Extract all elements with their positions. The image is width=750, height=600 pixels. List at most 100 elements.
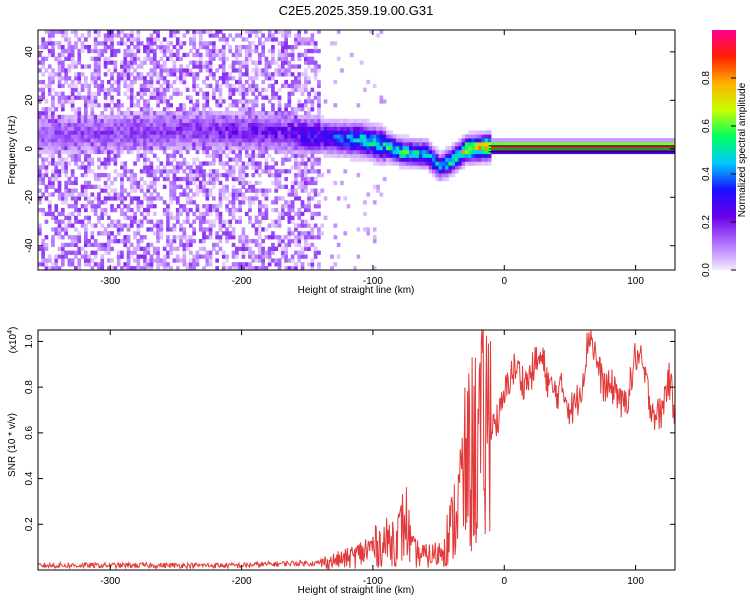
spectrogram-cell: [169, 161, 173, 166]
spectrogram-cell: [61, 60, 65, 65]
spectrogram-cell: [379, 153, 384, 158]
spectrogram-cell: [67, 192, 72, 197]
spectrogram-cell: [195, 76, 200, 81]
spectrogram-cell: [126, 266, 131, 271]
spectrogram-cell: [80, 134, 85, 139]
spectrogram-cell: [307, 223, 311, 228]
spectrogram-cell: [84, 99, 88, 104]
spectrogram-cell: [221, 48, 226, 54]
spectrogram-cell: [64, 196, 68, 201]
spectrogram-cell: [41, 165, 45, 170]
spectrogram-cell: [136, 258, 141, 263]
spectrogram-cell: [84, 64, 88, 69]
spectrogram-cell: [313, 157, 318, 162]
spectrogram-cell: [304, 219, 308, 224]
spectrogram-cell: [300, 223, 305, 228]
spectrogram-cell: [162, 126, 167, 131]
spectrogram-cell: [192, 262, 196, 267]
spectrogram-cell: [300, 262, 305, 267]
spectrogram-cell: [126, 130, 131, 135]
spectrogram-cell: [277, 138, 282, 143]
spectrogram-cell: [524, 138, 528, 143]
spectrogram-cell: [44, 107, 49, 112]
spectrogram-cell: [294, 41, 298, 46]
spectrogram-cell: [74, 45, 78, 50]
spectrogram-cell: [264, 72, 269, 77]
spectrogram-cell: [47, 266, 52, 271]
spectrogram-cell: [231, 111, 236, 116]
spectrogram-cell: [264, 111, 269, 116]
spectrogram-cell: [487, 157, 492, 162]
spectrogram-cell: [120, 196, 124, 201]
spectrogram-cell: [93, 262, 98, 267]
spectrogram-cell: [185, 161, 190, 166]
spectrogram-cell: [123, 48, 128, 54]
spectrogram-cell: [356, 153, 361, 158]
spectrogram-cell: [126, 145, 131, 151]
spectrogram-cell: [47, 72, 52, 77]
spectrogram-cell: [267, 188, 272, 193]
spectrogram-cell: [41, 60, 45, 65]
spectrogram-cell: [129, 64, 134, 69]
spectrogram-cell: [189, 235, 193, 240]
spectrogram-cell: [346, 204, 351, 209]
spectrogram-cell: [592, 138, 597, 143]
spectrogram-cell: [386, 134, 390, 139]
spectrogram-cell: [310, 180, 315, 186]
spectrogram-cell: [120, 180, 124, 186]
spectrogram-cell: [415, 161, 420, 166]
spectrogram-cell: [238, 142, 242, 147]
spectrogram-cell: [284, 130, 288, 135]
spectrogram-cell: [484, 130, 489, 135]
spectrogram-cell: [376, 142, 380, 147]
spectrogram-cell: [212, 52, 216, 58]
spectrogram-cell: [67, 95, 72, 100]
spectrogram-cell: [313, 176, 318, 182]
spectrogram-cell: [149, 37, 154, 42]
spectrogram-cell: [107, 126, 111, 131]
spectrogram-cell: [44, 83, 49, 89]
spectrogram-cell: [271, 52, 275, 58]
spectrogram-cell: [274, 184, 279, 189]
spectrogram-cell: [251, 111, 256, 116]
spectrogram-cell: [129, 188, 134, 193]
spectrogram-cell: [113, 138, 118, 143]
spectrogram-cell: [87, 239, 91, 244]
spectrogram-cell: [238, 262, 242, 267]
spectrogram-cell: [235, 111, 239, 116]
spectrogram-cell: [156, 76, 160, 81]
spectrogram-cell: [231, 250, 236, 255]
spectrogram-cell: [530, 142, 535, 147]
spectrogram-cell: [44, 122, 49, 127]
spectrogram-cell: [576, 142, 581, 147]
spectrogram-cell: [481, 145, 485, 151]
spectrogram-cell: [129, 114, 134, 120]
spectrogram-cell: [87, 153, 91, 158]
spectrogram-cell: [264, 68, 269, 73]
spectrogram-cell: [221, 173, 226, 178]
spectrogram-cell: [51, 99, 55, 104]
spectrogram-cell: [129, 99, 134, 104]
spectrogram-cell: [376, 33, 380, 38]
spectrogram-cell: [57, 130, 62, 135]
spectrogram-cell: [208, 262, 213, 267]
spectrogram-cell: [126, 126, 131, 131]
spectrogram-cell: [166, 223, 170, 228]
spectrogram-cell: [225, 107, 229, 112]
spectrogram-cell: [133, 37, 137, 42]
spectrogram-cell: [90, 91, 95, 96]
spectrogram-cell: [136, 114, 141, 120]
spectrogram-cell: [497, 142, 502, 147]
spectrogram-cell: [297, 122, 302, 127]
spectrogram-cell: [84, 107, 88, 112]
spectrogram-cell: [156, 64, 160, 69]
spectrogram-cell: [97, 60, 101, 65]
spectrogram-cell: [67, 180, 72, 186]
spectrogram-cell: [366, 227, 371, 232]
spectrogram-cell: [297, 235, 302, 240]
spectrogram-cell: [264, 76, 269, 81]
spectrogram-cell: [198, 188, 203, 193]
spectrogram-cell: [152, 204, 157, 209]
spectrogram-cell: [156, 60, 160, 65]
spectrogram-cell: [41, 161, 45, 166]
